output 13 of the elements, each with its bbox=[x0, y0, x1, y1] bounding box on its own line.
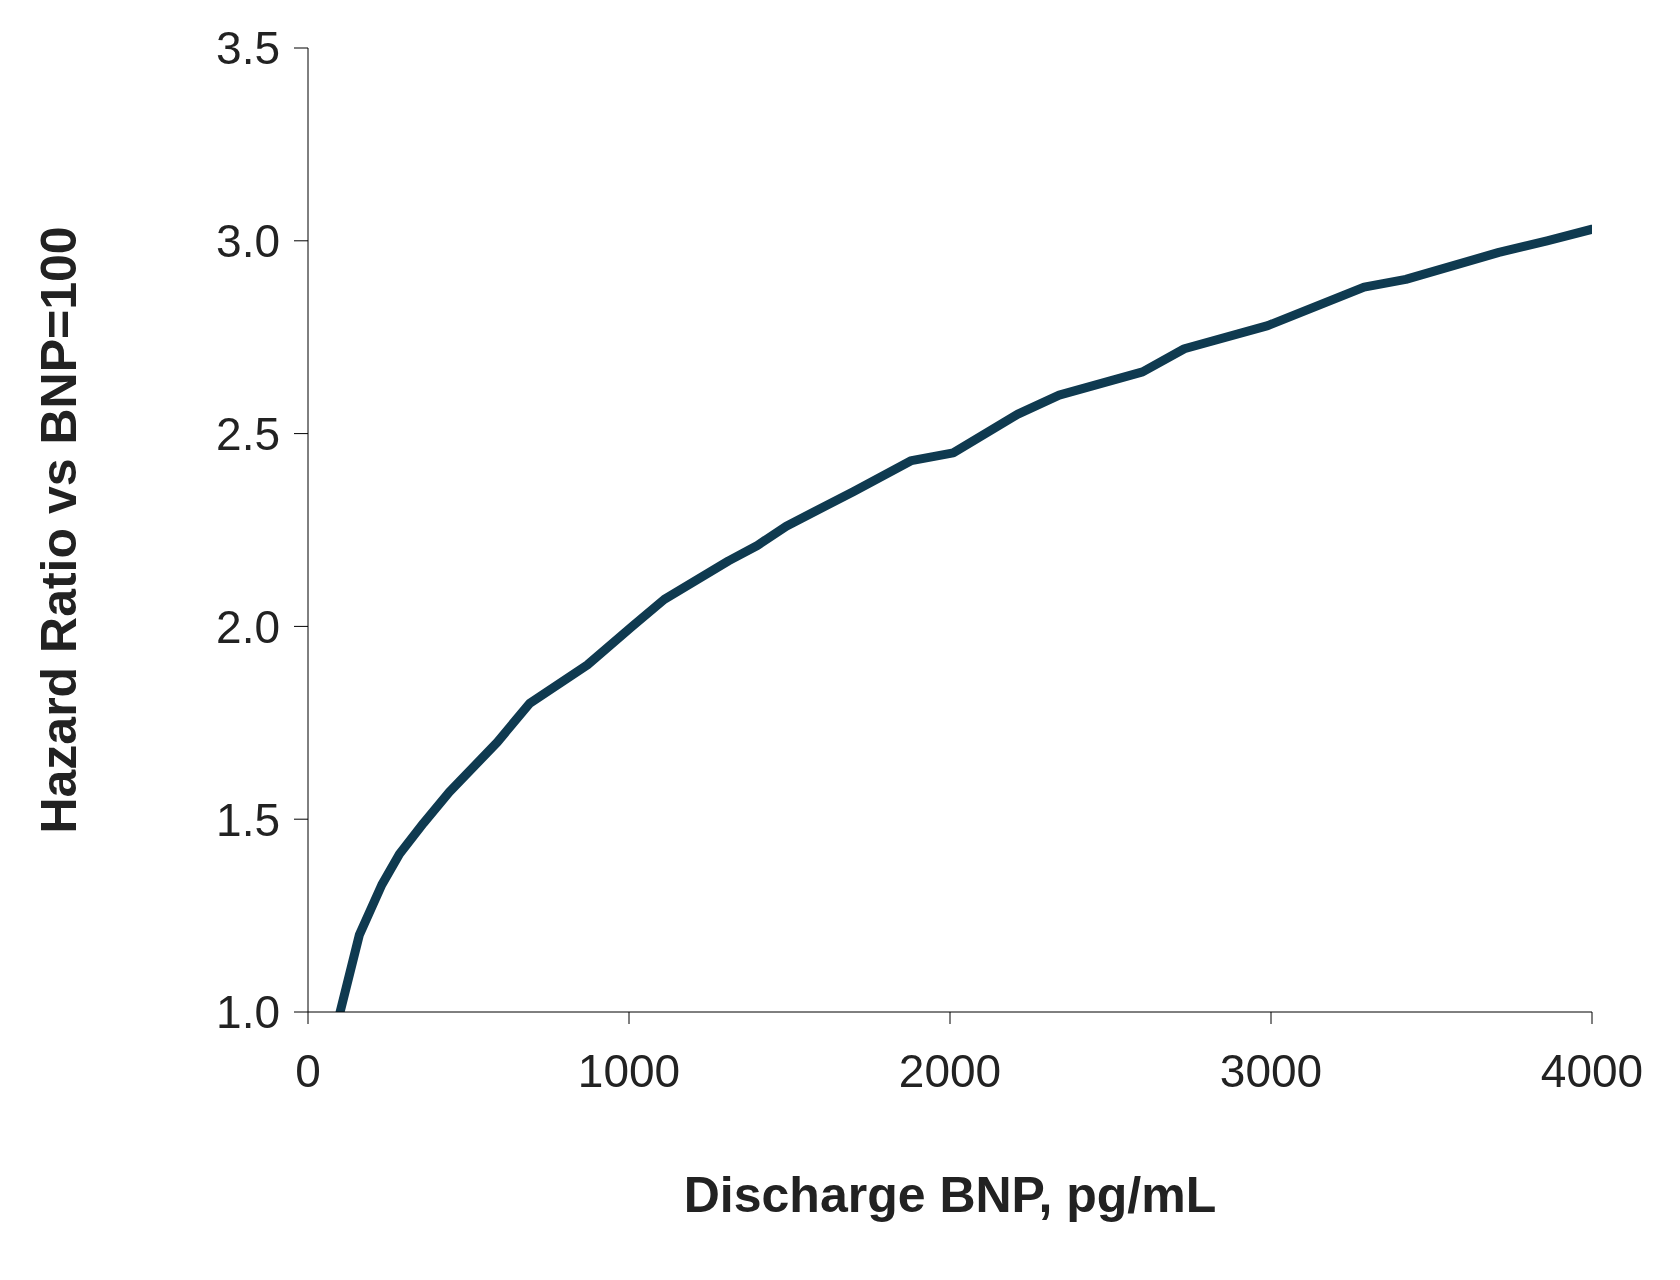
x-axis-title: Discharge BNP, pg/mL bbox=[683, 1167, 1217, 1223]
y-tick-label: 1.0 bbox=[216, 986, 280, 1039]
x-tick-label: 3000 bbox=[1219, 1044, 1323, 1097]
y-tick-label: 3.0 bbox=[216, 215, 280, 268]
y-tick-label: 3.5 bbox=[216, 22, 280, 75]
y-axis-title: Hazard Ratio vs BNP=100 bbox=[30, 226, 87, 834]
y-tick-label: 1.5 bbox=[216, 793, 280, 846]
y-tick-label: 2.0 bbox=[216, 600, 280, 653]
x-tick-label: 4000 bbox=[1540, 1044, 1644, 1097]
x-tick-label: 1000 bbox=[577, 1044, 681, 1097]
x-tick-label: 0 bbox=[295, 1044, 321, 1097]
y-tick-label: 2.5 bbox=[216, 407, 280, 460]
x-tick-label: 2000 bbox=[898, 1044, 1002, 1097]
